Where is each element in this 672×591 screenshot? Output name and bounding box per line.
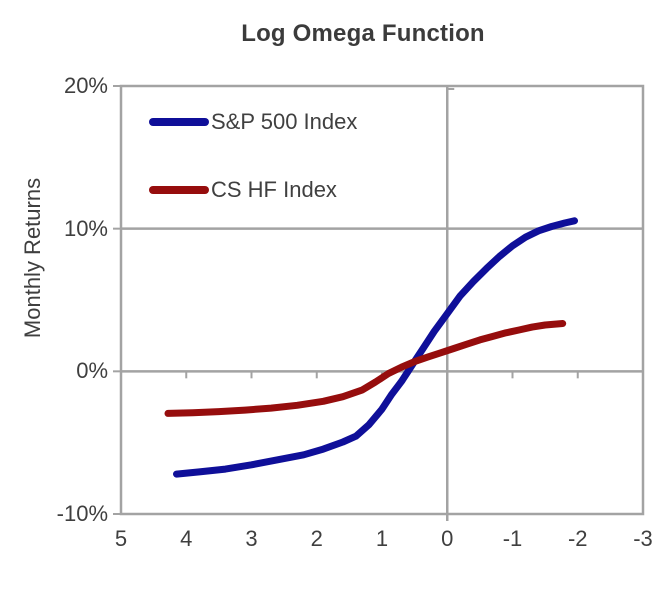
y-tick-label: -10% — [56, 501, 108, 526]
x-tick-label: 3 — [245, 526, 258, 551]
series-line-sp500 — [173, 217, 578, 478]
chart-title: Log Omega Function — [241, 20, 485, 47]
x-tick-label: 2 — [310, 526, 323, 551]
legend-item-label: CS HF Index — [211, 177, 337, 202]
x-tick-label: 5 — [114, 526, 128, 551]
plot-border — [119, 84, 645, 516]
x-tick-label: 4 — [180, 526, 193, 551]
x-tick-label: -3 — [633, 526, 653, 551]
y-tick-label: 0% — [76, 358, 108, 384]
y-tick-label: 10% — [63, 215, 108, 241]
x-tick-label: -1 — [502, 526, 523, 551]
y-tick-label: 20% — [63, 73, 108, 98]
x-tick-label: -2 — [567, 526, 588, 551]
legend-item-label: S&P 500 Index — [211, 109, 358, 134]
series-line-cshf — [164, 320, 567, 417]
x-tick-label: 0 — [441, 526, 454, 551]
x-tick-label: 1 — [375, 526, 389, 551]
